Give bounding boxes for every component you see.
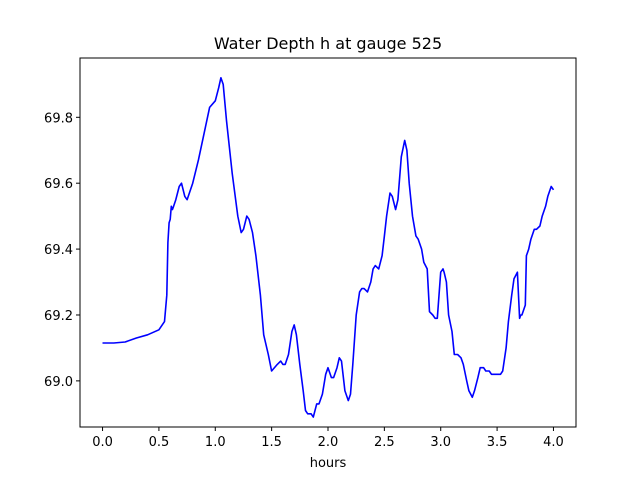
series-line <box>102 77 555 418</box>
x-tick-label: 0.5 <box>149 435 170 450</box>
x-tick-label: 2.5 <box>374 435 395 450</box>
y-tick-label: 69.2 <box>44 309 73 324</box>
x-tick-label: 1.5 <box>261 435 282 450</box>
x-tick-label: 1.0 <box>205 435 226 450</box>
plot-frame <box>79 57 577 428</box>
y-axis: 69.0 69.2 69.4 69.6 69.8 <box>44 111 80 390</box>
x-tick-label: 3.0 <box>430 435 451 450</box>
x-tick-label: 3.5 <box>487 435 508 450</box>
x-tick-label: 2.0 <box>318 435 339 450</box>
y-tick-label: 69.4 <box>44 243 73 258</box>
x-tick-label: 4.0 <box>543 435 564 450</box>
y-tick-label: 69.6 <box>44 177 73 192</box>
y-tick-label: 69.8 <box>44 111 73 126</box>
x-tick-label: 0.0 <box>92 435 113 450</box>
plot-area <box>79 57 577 428</box>
y-tick-label: 69.0 <box>44 375 73 390</box>
x-axis-label: hours <box>310 456 347 471</box>
x-axis: 0.0 0.5 1.0 1.5 2.0 2.5 3.0 3.5 4.0 <box>92 427 564 450</box>
series-layer <box>102 77 555 418</box>
chart-title: Water Depth h at gauge 525 <box>214 34 442 53</box>
